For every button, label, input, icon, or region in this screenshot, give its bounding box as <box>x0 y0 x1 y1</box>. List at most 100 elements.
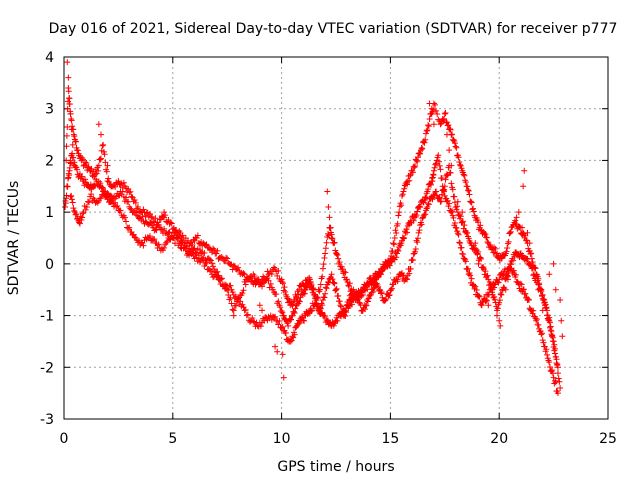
data-point-track-b <box>529 258 536 265</box>
data-point-track-a <box>161 225 168 232</box>
data-point-track-c <box>527 306 534 313</box>
data-point-track-c <box>485 276 492 283</box>
data-point-track-b <box>554 361 561 368</box>
data-point-track-c <box>522 290 529 297</box>
data-point-track-c <box>67 193 74 200</box>
data-point-track-a <box>74 166 81 173</box>
data-point-track-b <box>115 178 122 185</box>
data-point-track-a <box>422 194 429 201</box>
data-point-track-c <box>319 297 326 304</box>
data-point-excursions <box>95 121 102 128</box>
data-point-track-a <box>276 317 283 324</box>
data-point-track-a <box>436 162 443 169</box>
data-point-track-a <box>491 284 498 291</box>
data-point-excursions <box>446 147 453 154</box>
data-point-track-b <box>120 179 127 186</box>
data-point-track-b <box>544 312 551 319</box>
data-point-track-c <box>161 244 168 251</box>
data-point-track-b <box>467 198 474 205</box>
data-point-track-b <box>430 106 437 113</box>
data-point-excursions <box>515 209 522 216</box>
data-point-track-c <box>182 247 189 254</box>
data-point-track-c <box>533 316 540 323</box>
data-point-track-c <box>375 283 382 290</box>
data-point-track-a <box>446 200 453 207</box>
data-point-track-a <box>66 164 73 171</box>
data-point-excursions <box>279 351 286 358</box>
data-point-track-b <box>284 295 291 302</box>
data-point-track-c <box>438 191 445 198</box>
data-point-track-a <box>496 276 503 283</box>
data-point-track-c <box>273 291 280 298</box>
data-point-track-c <box>325 279 332 286</box>
data-point-track-c <box>340 306 347 313</box>
y-tick-label: -1 <box>40 309 54 325</box>
data-point-track-c <box>403 275 410 282</box>
data-point-track-b <box>146 210 153 217</box>
data-point-track-c <box>240 287 247 294</box>
data-point-track-b <box>168 220 175 227</box>
data-point-track-c <box>201 249 208 256</box>
data-point-track-b <box>434 110 441 117</box>
data-point-excursions <box>324 188 331 195</box>
data-point-track-b <box>70 131 77 138</box>
x-tick-label: 5 <box>168 431 177 447</box>
data-point-track-a <box>257 323 264 330</box>
data-point-track-b <box>377 270 384 277</box>
data-point-track-c <box>488 283 495 290</box>
data-point-track-c <box>223 285 230 292</box>
data-point-track-b <box>369 276 376 283</box>
data-point-track-b <box>194 232 201 239</box>
data-point-track-a <box>393 254 400 261</box>
data-point-track-b <box>498 255 505 262</box>
data-point-track-a <box>475 292 482 299</box>
data-point-track-b <box>414 154 421 161</box>
data-point-track-a <box>69 150 76 157</box>
data-point-track-b <box>278 276 285 283</box>
data-point-track-c <box>355 291 362 298</box>
data-point-track-b <box>538 288 545 295</box>
data-point-track-c <box>330 279 337 286</box>
data-point-track-b <box>373 274 380 281</box>
data-point-track-c <box>517 280 524 287</box>
data-point-track-b <box>409 169 416 176</box>
data-point-track-c <box>321 294 328 301</box>
data-point-track-c <box>86 199 93 206</box>
data-point-track-b <box>152 215 159 222</box>
data-point-track-c <box>70 205 77 212</box>
data-point-track-c <box>69 199 76 206</box>
data-point-track-b <box>507 229 514 236</box>
data-point-track-b <box>396 209 403 216</box>
data-point-track-b <box>339 266 346 273</box>
data-point-excursions <box>496 317 503 324</box>
y-tick-label: 0 <box>45 257 54 273</box>
data-point-track-c <box>112 199 119 206</box>
data-point-track-c <box>383 295 390 302</box>
data-point-track-c <box>359 307 366 314</box>
data-point-track-c <box>418 221 425 228</box>
data-point-track-c <box>290 308 297 315</box>
data-point-track-b <box>387 255 394 262</box>
data-point-track-c <box>140 242 147 249</box>
data-point-track-c <box>491 293 498 300</box>
data-point-track-b <box>288 301 295 308</box>
data-point-track-b <box>527 250 534 257</box>
data-point-track-b <box>68 117 75 124</box>
data-point-excursions <box>535 286 542 293</box>
data-point-track-a <box>165 229 172 236</box>
data-point-track-a <box>97 180 104 187</box>
data-point-track-b <box>528 255 535 262</box>
data-point-track-c <box>138 239 145 246</box>
data-point-track-b <box>71 133 78 140</box>
data-point-track-c <box>117 207 124 214</box>
data-point-track-c <box>484 272 491 279</box>
data-point-track-a <box>153 227 160 234</box>
data-point-track-b <box>134 203 141 210</box>
data-point-track-c <box>88 191 95 198</box>
data-point-track-c <box>331 280 338 287</box>
axes: 0 5 10 15 20 25 -3 -2 -1 0 1 2 3 4 <box>40 50 617 447</box>
data-point-track-c <box>322 290 329 297</box>
data-point-track-a <box>449 208 456 215</box>
data-point-track-c <box>419 215 426 222</box>
data-point-track-b <box>149 213 156 220</box>
